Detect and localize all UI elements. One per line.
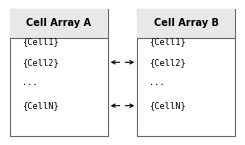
Text: {CellN}: {CellN}: [149, 101, 186, 110]
Text: Cell Array B: Cell Array B: [154, 18, 219, 28]
Text: {Cell2}: {Cell2}: [149, 58, 186, 67]
Bar: [10, 9, 108, 136]
Text: {Cell1}: {Cell1}: [22, 37, 58, 46]
Text: ...: ...: [22, 78, 37, 87]
Text: {CellN}: {CellN}: [22, 101, 58, 110]
Bar: [10, 9, 108, 38]
Text: Cell Array A: Cell Array A: [26, 18, 91, 28]
Text: ...: ...: [149, 78, 165, 87]
Text: {Cell1}: {Cell1}: [149, 37, 186, 46]
Bar: [137, 9, 235, 136]
Text: {Cell2}: {Cell2}: [22, 58, 58, 67]
Bar: [137, 9, 235, 38]
